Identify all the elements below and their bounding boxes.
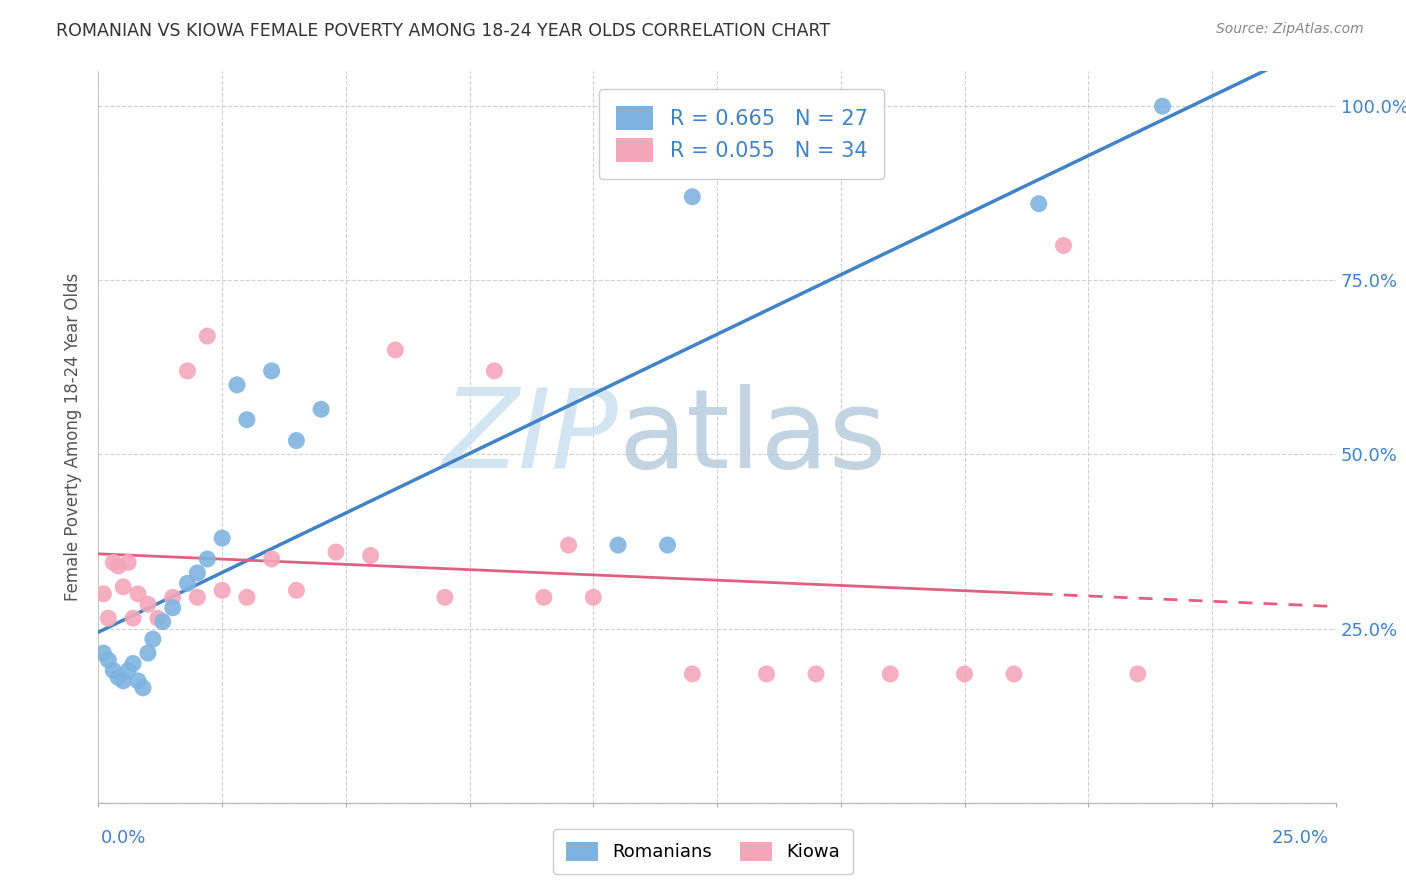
Point (176, 576, 198, 591)
Point (607, 538, 630, 552)
Point (97, 611, 120, 625)
Point (360, 549, 382, 563)
Point (285, 434, 308, 448)
Point (755, 667, 778, 681)
Legend: Romanians, Kiowa: Romanians, Kiowa (553, 830, 853, 874)
Point (142, 632, 165, 646)
Point (1002, 667, 1025, 681)
Point (162, 600, 184, 615)
Point (211, 583, 233, 598)
Point (285, 583, 308, 598)
Point (127, 673, 149, 688)
Point (93, 646, 115, 660)
Point (107, 670, 129, 684)
Point (122, 611, 145, 625)
Point (136, 597, 159, 611)
Point (93, 587, 115, 601)
Point (117, 556, 139, 570)
Legend: R = 0.665   N = 27, R = 0.055   N = 34: R = 0.665 N = 27, R = 0.055 N = 34 (599, 89, 884, 179)
Point (260, 552, 283, 566)
Text: 25.0%: 25.0% (1271, 829, 1329, 847)
Point (195, 329, 218, 343)
Text: atlas: atlas (619, 384, 887, 491)
Point (186, 591, 208, 605)
Point (533, 591, 555, 605)
Point (236, 591, 259, 605)
Point (384, 343, 406, 357)
Point (1028, 196, 1050, 211)
Point (260, 364, 283, 378)
Text: Source: ZipAtlas.com: Source: ZipAtlas.com (1216, 22, 1364, 37)
Point (103, 664, 125, 678)
Point (1152, 99, 1174, 113)
Point (226, 377, 249, 392)
Point (309, 402, 332, 417)
Point (582, 591, 605, 605)
Point (152, 615, 174, 629)
Point (117, 664, 139, 678)
Point (681, 667, 703, 681)
Y-axis label: Female Poverty Among 18-24 Year Olds: Female Poverty Among 18-24 Year Olds (65, 273, 83, 601)
Point (1052, 238, 1074, 252)
Point (103, 556, 125, 570)
Point (127, 587, 149, 601)
Text: ROMANIAN VS KIOWA FEMALE POVERTY AMONG 18-24 YEAR OLDS CORRELATION CHART: ROMANIAN VS KIOWA FEMALE POVERTY AMONG 1… (56, 22, 831, 40)
Point (112, 673, 135, 688)
Point (657, 538, 679, 552)
Point (132, 681, 155, 695)
Point (953, 667, 976, 681)
Point (195, 552, 218, 566)
Point (162, 591, 184, 605)
Point (557, 538, 579, 552)
Point (122, 657, 145, 671)
Point (681, 190, 703, 204)
Point (136, 646, 159, 660)
Point (107, 558, 129, 573)
Point (484, 364, 506, 378)
Point (146, 611, 169, 625)
Point (1126, 667, 1149, 681)
Point (176, 364, 198, 378)
Point (879, 667, 901, 681)
Text: 0.0%: 0.0% (101, 829, 146, 847)
Point (325, 545, 347, 559)
Point (433, 591, 456, 605)
Point (804, 667, 827, 681)
Point (211, 531, 233, 545)
Point (236, 412, 259, 426)
Point (112, 580, 135, 594)
Text: ZIP: ZIP (443, 384, 619, 491)
Point (97, 653, 120, 667)
Point (186, 566, 208, 580)
